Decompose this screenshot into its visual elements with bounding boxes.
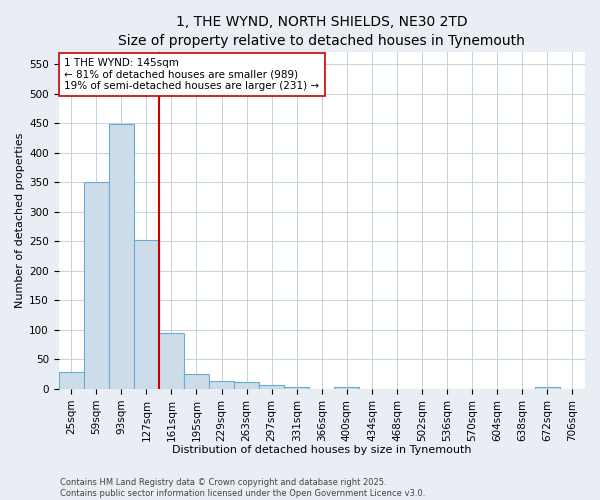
Bar <box>184 374 209 389</box>
Bar <box>234 382 259 389</box>
Bar <box>284 386 309 389</box>
Bar <box>259 386 284 389</box>
Bar <box>535 386 560 389</box>
Text: 1 THE WYND: 145sqm
← 81% of detached houses are smaller (989)
19% of semi-detach: 1 THE WYND: 145sqm ← 81% of detached hou… <box>64 58 319 91</box>
Bar <box>84 182 109 389</box>
Bar <box>59 372 84 389</box>
Bar <box>334 386 359 389</box>
Text: Contains HM Land Registry data © Crown copyright and database right 2025.
Contai: Contains HM Land Registry data © Crown c… <box>60 478 425 498</box>
Bar <box>109 124 134 389</box>
Bar <box>159 333 184 389</box>
Title: 1, THE WYND, NORTH SHIELDS, NE30 2TD
Size of property relative to detached house: 1, THE WYND, NORTH SHIELDS, NE30 2TD Siz… <box>118 15 525 48</box>
Bar <box>209 380 234 389</box>
X-axis label: Distribution of detached houses by size in Tynemouth: Distribution of detached houses by size … <box>172 445 472 455</box>
Bar <box>134 240 159 389</box>
Y-axis label: Number of detached properties: Number of detached properties <box>15 133 25 308</box>
